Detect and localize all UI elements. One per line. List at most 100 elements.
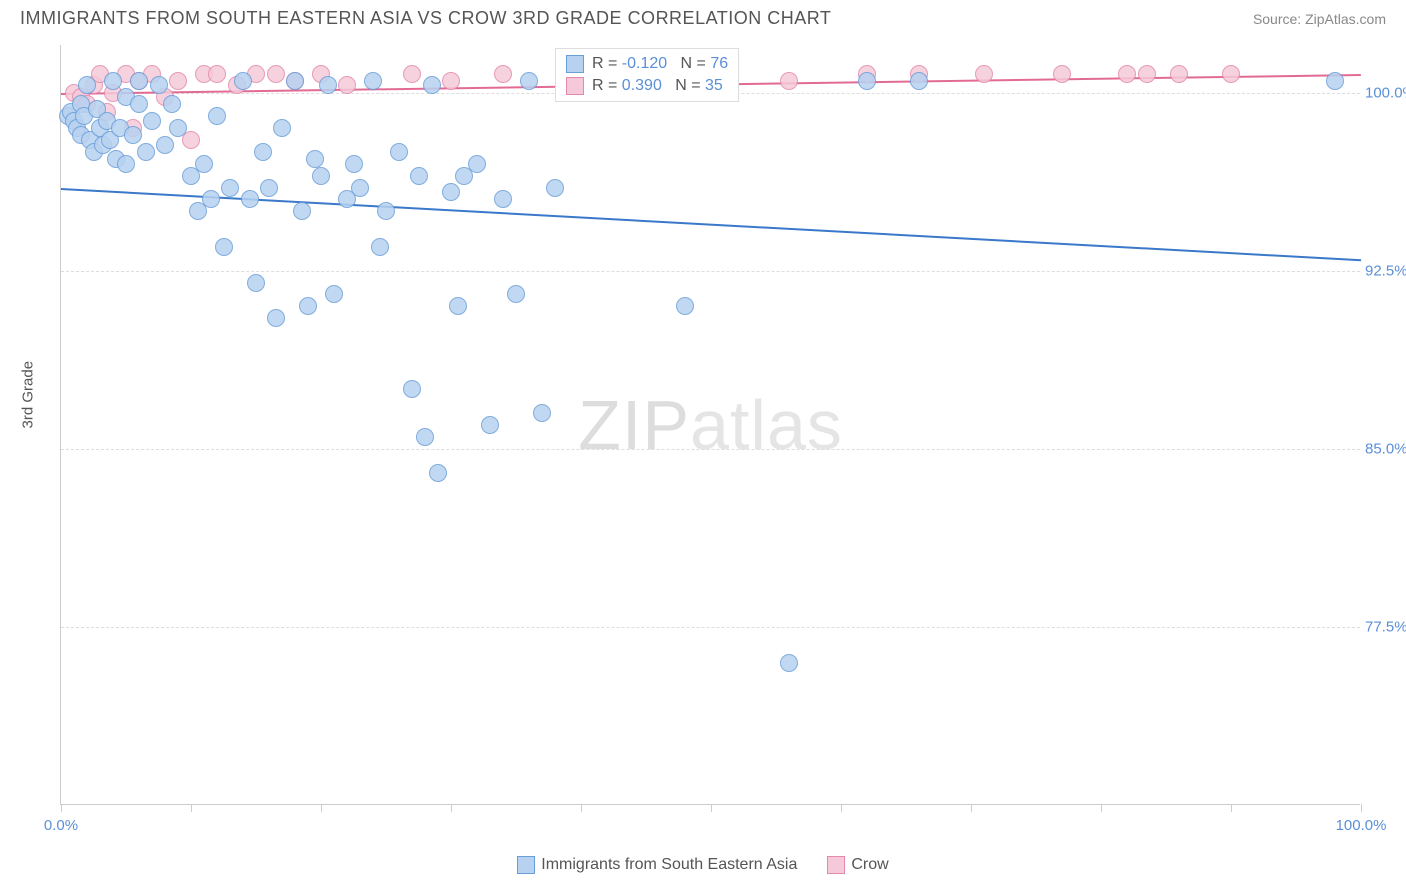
scatter-marker	[546, 179, 564, 197]
x-tick	[581, 804, 582, 812]
scatter-marker	[124, 126, 142, 144]
watermark-atlas: atlas	[690, 386, 843, 464]
legend-series-item: Immigrants from South Eastern Asia	[517, 856, 797, 874]
x-tick	[971, 804, 972, 812]
scatter-marker	[364, 72, 382, 90]
scatter-marker	[137, 143, 155, 161]
scatter-marker	[910, 72, 928, 90]
x-tick	[1231, 804, 1232, 812]
scatter-marker	[468, 155, 486, 173]
y-tick-label: 85.0%	[1365, 440, 1406, 457]
scatter-marker	[247, 274, 265, 292]
scatter-marker	[449, 297, 467, 315]
scatter-marker	[676, 297, 694, 315]
scatter-marker	[377, 202, 395, 220]
scatter-marker	[221, 179, 239, 197]
scatter-marker	[156, 136, 174, 154]
legend-swatch	[566, 77, 584, 95]
legend-swatch	[827, 856, 845, 874]
x-tick	[451, 804, 452, 812]
chart-title: IMMIGRANTS FROM SOUTH EASTERN ASIA VS CR…	[20, 8, 831, 29]
legend-correlation-row: R = 0.390 N = 35	[566, 75, 728, 97]
scatter-marker	[234, 72, 252, 90]
scatter-marker	[267, 65, 285, 83]
scatter-marker	[260, 179, 278, 197]
scatter-marker	[312, 167, 330, 185]
scatter-marker	[130, 95, 148, 113]
x-tick	[711, 804, 712, 812]
x-tick-label: 100.0%	[1336, 817, 1387, 834]
legend-series-item: Crow	[827, 856, 888, 874]
chart-header: IMMIGRANTS FROM SOUTH EASTERN ASIA VS CR…	[0, 0, 1406, 33]
y-tick-label: 100.0%	[1365, 84, 1406, 101]
scatter-marker	[208, 107, 226, 125]
scatter-marker	[442, 183, 460, 201]
y-tick-label: 77.5%	[1365, 618, 1406, 635]
scatter-marker	[858, 72, 876, 90]
grid-line	[61, 271, 1360, 272]
scatter-marker	[195, 155, 213, 173]
scatter-marker	[780, 654, 798, 672]
scatter-marker	[423, 76, 441, 94]
legend-correlation-row: R = -0.120 N = 76	[566, 53, 728, 75]
scatter-marker	[1138, 65, 1156, 83]
scatter-marker	[1118, 65, 1136, 83]
x-tick-label: 0.0%	[44, 817, 78, 834]
legend-correlation-box: R = -0.120 N = 76 R = 0.390 N = 35	[555, 48, 739, 102]
scatter-marker	[117, 155, 135, 173]
x-tick	[1101, 804, 1102, 812]
scatter-marker	[1170, 65, 1188, 83]
scatter-marker	[533, 404, 551, 422]
x-tick	[61, 804, 62, 812]
scatter-marker	[202, 190, 220, 208]
grid-line	[61, 627, 1360, 628]
scatter-marker	[345, 155, 363, 173]
scatter-marker	[78, 76, 96, 94]
scatter-marker	[338, 76, 356, 94]
x-tick	[841, 804, 842, 812]
x-tick	[1361, 804, 1362, 812]
scatter-marker	[273, 119, 291, 137]
scatter-marker	[410, 167, 428, 185]
grid-line	[61, 449, 1360, 450]
x-tick	[321, 804, 322, 812]
scatter-marker	[299, 297, 317, 315]
y-axis-title: 3rd Grade	[20, 361, 37, 429]
scatter-marker	[494, 65, 512, 83]
scatter-marker	[104, 72, 122, 90]
scatter-marker	[1222, 65, 1240, 83]
watermark-zip: ZIP	[578, 386, 690, 464]
scatter-marker	[150, 76, 168, 94]
scatter-marker	[208, 65, 226, 83]
scatter-marker	[481, 416, 499, 434]
legend-series-label: Crow	[851, 856, 888, 874]
scatter-marker	[494, 190, 512, 208]
scatter-marker	[319, 76, 337, 94]
legend-swatch	[517, 856, 535, 874]
chart-source: Source: ZipAtlas.com	[1253, 11, 1386, 27]
scatter-marker	[442, 72, 460, 90]
scatter-marker	[169, 119, 187, 137]
scatter-marker	[286, 72, 304, 90]
chart-plot-area: ZIPatlas 77.5%85.0%92.5%100.0%0.0%100.0%	[60, 45, 1360, 805]
scatter-marker	[254, 143, 272, 161]
scatter-marker	[241, 190, 259, 208]
scatter-marker	[143, 112, 161, 130]
scatter-marker	[306, 150, 324, 168]
scatter-marker	[371, 238, 389, 256]
scatter-marker	[416, 428, 434, 446]
scatter-marker	[169, 72, 187, 90]
scatter-marker	[325, 285, 343, 303]
legend-correlation-text: R = 0.390 N = 35	[592, 77, 723, 95]
scatter-marker	[130, 72, 148, 90]
legend-series-label: Immigrants from South Eastern Asia	[541, 856, 797, 874]
scatter-marker	[403, 380, 421, 398]
legend-swatch	[566, 55, 584, 73]
scatter-marker	[429, 464, 447, 482]
x-tick	[191, 804, 192, 812]
scatter-marker	[403, 65, 421, 83]
scatter-marker	[1053, 65, 1071, 83]
watermark: ZIPatlas	[578, 385, 843, 465]
scatter-marker	[267, 309, 285, 327]
scatter-marker	[351, 179, 369, 197]
